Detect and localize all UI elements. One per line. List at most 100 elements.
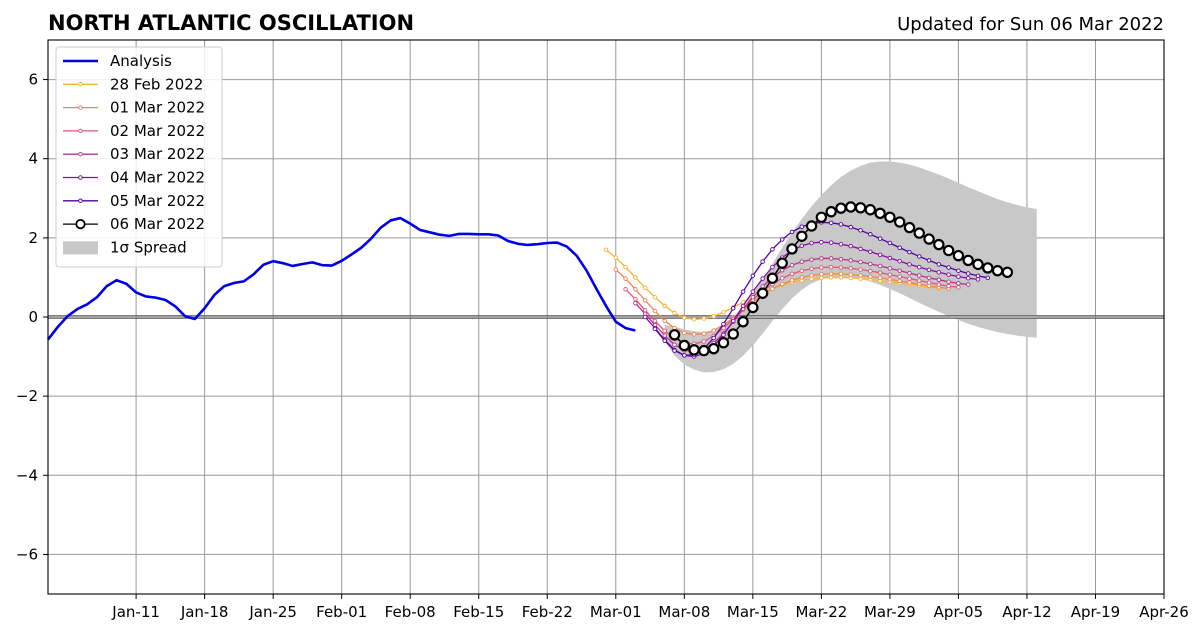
- forecast-point: [779, 281, 785, 287]
- main-forecast-point: [766, 272, 779, 284]
- forecast-point: [838, 271, 844, 277]
- legend-label: 06 Mar 2022: [110, 215, 205, 233]
- forecast-point: [956, 268, 961, 273]
- legend-marker: [78, 175, 83, 180]
- forecast-point: [623, 276, 628, 281]
- forecast-point: [828, 275, 834, 280]
- forecast-point: [897, 258, 902, 264]
- forecast-point: [975, 273, 981, 279]
- main-forecast-point: [893, 216, 906, 228]
- forecast-point: [760, 259, 765, 264]
- forecast-point: [848, 258, 853, 263]
- x-tick-label: Apr-05: [934, 603, 984, 621]
- forecast-point: [838, 275, 844, 280]
- forecast-point: [838, 241, 844, 247]
- forecast-point: [623, 287, 628, 292]
- main-forecast-point: [688, 344, 700, 356]
- main-forecast-point: [815, 211, 828, 223]
- forecast-point: [877, 236, 883, 241]
- legend-marker: [78, 82, 83, 87]
- x-tick-label: Jan-25: [248, 603, 297, 621]
- forecast-point: [858, 267, 863, 272]
- main-forecast-point: [874, 207, 886, 220]
- forecast-point: [956, 285, 961, 290]
- forecast-point: [799, 275, 805, 280]
- x-tick-label: Feb-15: [453, 603, 504, 621]
- forecast-point: [917, 264, 922, 270]
- forecast-point: [828, 271, 834, 277]
- forecast-point: [917, 273, 922, 278]
- main-forecast-point: [864, 204, 877, 216]
- forecast-point: [750, 289, 756, 294]
- forecast-point: [887, 272, 893, 277]
- forecast-point: [897, 268, 902, 273]
- main-forecast-point: [903, 221, 916, 234]
- x-tick-label: Feb-01: [316, 603, 367, 621]
- forecast-point: [956, 281, 961, 286]
- legend: Analysis 28 Feb 2022 01 Mar 2022 02 Mar 202…: [55, 46, 223, 268]
- forecast-point: [877, 263, 883, 269]
- x-tick-label: Feb-22: [522, 603, 573, 621]
- forecast-point: [877, 275, 883, 281]
- forecast-point: [682, 353, 687, 358]
- x-tick-label: Mar-29: [864, 603, 916, 621]
- main-forecast-point: [942, 244, 955, 257]
- forecast-point: [917, 254, 922, 259]
- forecast-point: [701, 316, 707, 321]
- main-forecast-point: [825, 206, 837, 218]
- main-forecast-point: [707, 342, 720, 355]
- y-tick-label: 0: [28, 308, 38, 326]
- main-forecast-point: [668, 329, 681, 341]
- forecast-point: [858, 273, 863, 278]
- forecast-point: [721, 310, 726, 315]
- forecast-point: [633, 300, 638, 306]
- forecast-point: [877, 270, 883, 275]
- forecast-point: [633, 275, 638, 280]
- forecast-point: [789, 271, 795, 277]
- forecast-point: [838, 222, 844, 227]
- forecast-point: [868, 261, 873, 267]
- forecast-point: [946, 279, 951, 285]
- forecast-point: [917, 278, 922, 283]
- main-forecast-point: [962, 254, 974, 267]
- legend-marker: [78, 151, 83, 157]
- forecast-point: [633, 296, 638, 302]
- forecast-point: [652, 326, 658, 332]
- forecast-point: [907, 270, 912, 276]
- main-forecast-point: [1001, 266, 1014, 278]
- forecast-point: [662, 303, 667, 309]
- x-tick-label: Mar-01: [590, 603, 642, 621]
- forecast-point: [731, 318, 736, 324]
- axis-layer: Jan-11 Jan-18 Jan-25 Feb-01 Feb-08 Feb-15 Feb-…: [16, 39, 1189, 621]
- forecast-point: [662, 333, 667, 338]
- forecast-point: [917, 281, 922, 287]
- forecast-point: [887, 255, 893, 261]
- forecast-point: [809, 273, 814, 278]
- forecast-point: [711, 335, 716, 341]
- forecast-point: [779, 275, 785, 281]
- forecast-point: [809, 240, 814, 246]
- legend-label: 04 Mar 2022: [110, 169, 205, 187]
- forecast-point: [642, 298, 648, 303]
- forecast-point: [819, 239, 824, 245]
- forecast-point: [975, 277, 981, 282]
- forecast-point: [965, 282, 971, 287]
- forecast-point: [672, 348, 677, 353]
- legend-label: Analysis: [110, 52, 172, 70]
- forecast-point: [887, 277, 893, 282]
- forecast-point: [652, 308, 658, 314]
- forecast-point: [936, 262, 942, 267]
- forecast-point: [691, 317, 697, 322]
- forecast-point: [642, 285, 648, 290]
- legend-label: 28 Feb 2022: [110, 75, 203, 93]
- legend-label: 1σ Spread: [110, 238, 187, 256]
- forecast-point: [701, 331, 707, 336]
- forecast-point: [779, 237, 785, 242]
- forecast-point: [887, 266, 893, 271]
- main-forecast-point: [835, 202, 847, 214]
- main-forecast-point: [923, 233, 935, 245]
- x-tick-label: Mar-15: [727, 603, 779, 621]
- chart-title: NORTH ATLANTIC OSCILLATION: [48, 11, 414, 35]
- main-forecast-point: [756, 287, 769, 299]
- forecast-point: [819, 272, 824, 277]
